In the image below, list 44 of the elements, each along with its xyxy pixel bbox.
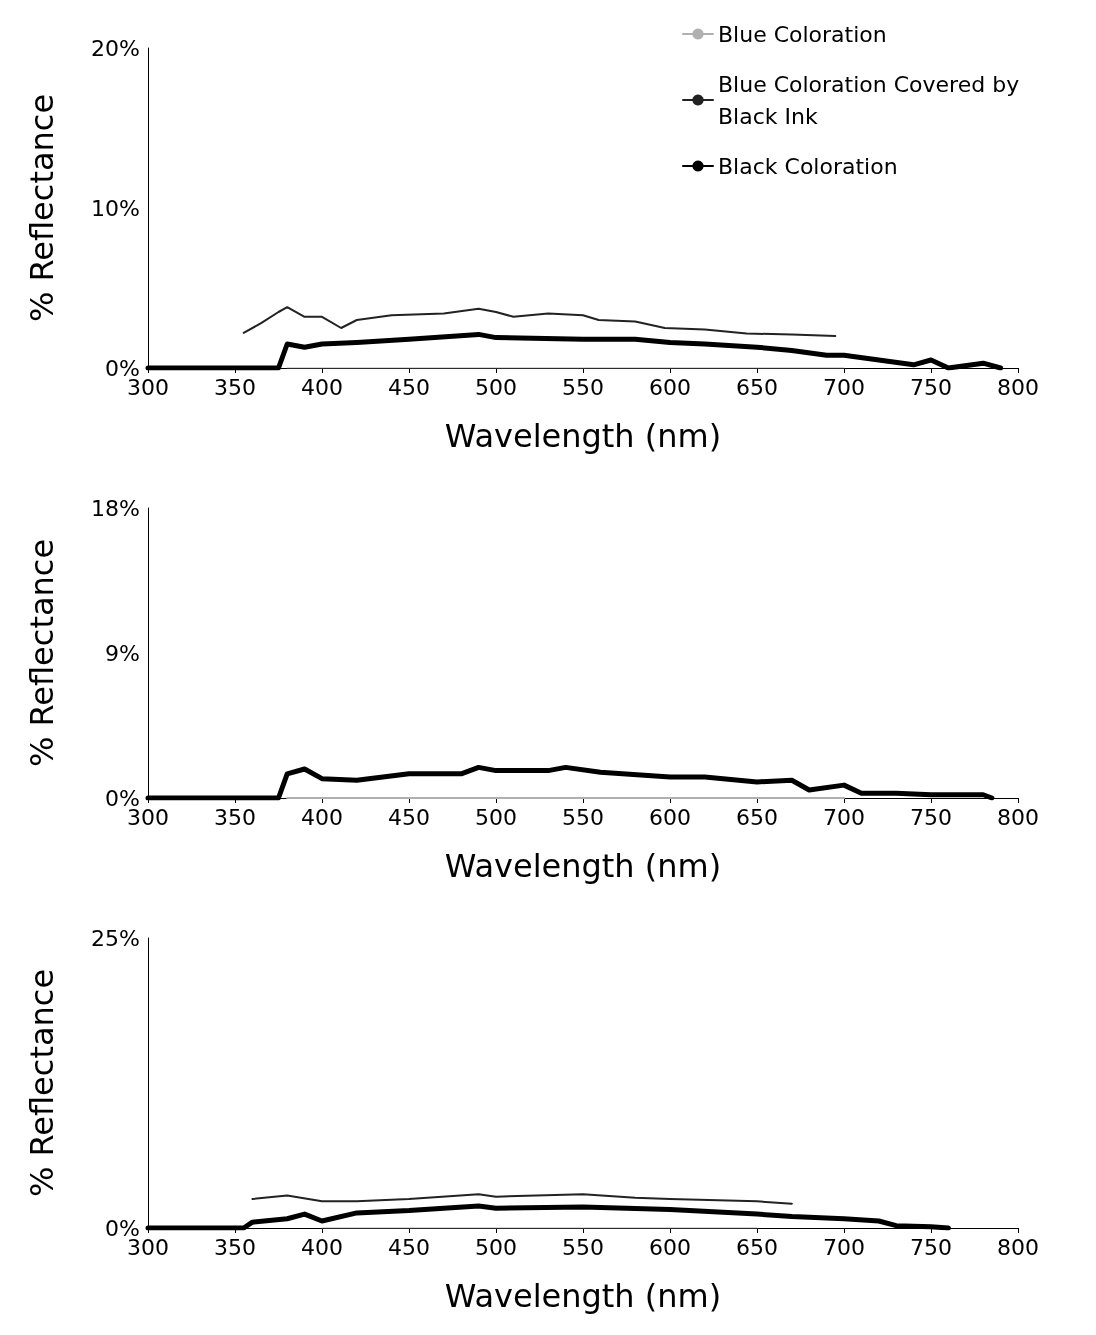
x-tick-label: 700 bbox=[823, 1234, 865, 1260]
x-tick-label: 650 bbox=[736, 804, 778, 830]
x-tick-label: 500 bbox=[475, 1234, 517, 1260]
x-tick-label: 800 bbox=[997, 374, 1039, 400]
x-tick-label: 400 bbox=[301, 804, 343, 830]
x-tick-label: 650 bbox=[736, 1234, 778, 1260]
x-tick-label: 400 bbox=[301, 374, 343, 400]
y-axis-title: % Reflectance bbox=[23, 93, 61, 323]
x-tick-label: 450 bbox=[388, 374, 430, 400]
y-tick-label: 25% bbox=[91, 925, 140, 951]
x-axis-title: Wavelength (nm) bbox=[444, 847, 722, 885]
x-tick-label: 600 bbox=[649, 1234, 691, 1260]
x-tick-label: 500 bbox=[475, 804, 517, 830]
x-tick-label: 750 bbox=[910, 374, 952, 400]
x-tick-label: 800 bbox=[997, 1234, 1039, 1260]
x-tick-label: 600 bbox=[649, 804, 691, 830]
x-tick-label: 450 bbox=[388, 804, 430, 830]
x-tick-label: 550 bbox=[562, 1234, 604, 1260]
x-tick-label: 750 bbox=[910, 804, 952, 830]
y-axis-title: % Reflectance bbox=[23, 538, 61, 768]
legend-label: Blue Coloration Covered by Black Ink bbox=[718, 71, 1027, 129]
x-tick-label: 600 bbox=[649, 374, 691, 400]
x-tick-label: 700 bbox=[823, 804, 865, 830]
x-tick-label: 400 bbox=[301, 1234, 343, 1260]
x-axis-title: Wavelength (nm) bbox=[444, 1277, 722, 1315]
legend-label: Black Coloration bbox=[718, 153, 898, 179]
x-tick-label: 550 bbox=[562, 804, 604, 830]
y-tick-label: 18% bbox=[91, 495, 140, 521]
x-tick-label: 800 bbox=[997, 804, 1039, 830]
x-tick-label: 550 bbox=[562, 374, 604, 400]
y-tick-label: 10% bbox=[91, 195, 140, 221]
legend-label: Blue Coloration bbox=[718, 21, 887, 47]
x-tick-label: 750 bbox=[910, 1234, 952, 1260]
x-tick-label: 350 bbox=[214, 1234, 256, 1260]
x-tick-label: 500 bbox=[475, 374, 517, 400]
x-axis-title: Wavelength (nm) bbox=[444, 417, 722, 455]
y-tick-label: 20% bbox=[91, 35, 140, 61]
x-tick-label: 650 bbox=[736, 374, 778, 400]
y-tick-label: 9% bbox=[105, 640, 140, 666]
x-tick-label: 350 bbox=[214, 374, 256, 400]
x-tick-label: 350 bbox=[214, 804, 256, 830]
x-tick-label: 450 bbox=[388, 1234, 430, 1260]
x-tick-label: 700 bbox=[823, 374, 865, 400]
y-axis-title: % Reflectance bbox=[23, 968, 61, 1198]
